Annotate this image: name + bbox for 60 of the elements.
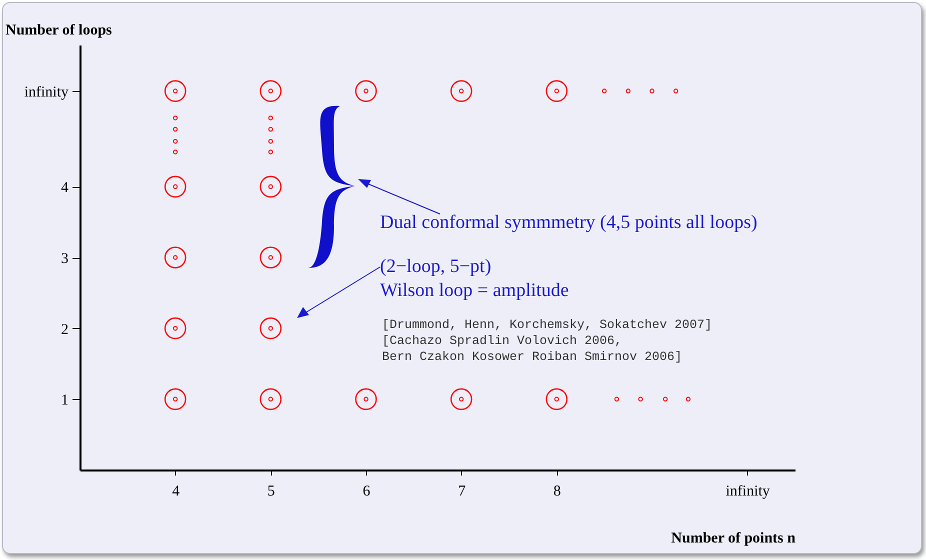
point (172, 396, 178, 402)
point (268, 138, 274, 144)
x-tick-label: 8 (553, 484, 561, 500)
x-tick-label: infinity (726, 484, 770, 500)
annotation: Dual conformal symmmetry (4,5 points all loops) (380, 212, 758, 233)
point (260, 80, 282, 102)
point (260, 176, 282, 198)
point (355, 388, 377, 410)
point (626, 88, 631, 94)
point (450, 388, 472, 410)
annotation: [Drummond, Henn, Korchemsky, Sokatchev 2007] [Cachazo Spradlin Volovich 2006, Bern Czakon Kosower Roiban Smirnov 2006] (382, 318, 712, 364)
point (650, 88, 654, 94)
x-tick-label: 4 (172, 484, 180, 500)
point (364, 396, 368, 402)
point (260, 246, 282, 268)
point (614, 396, 620, 402)
point (164, 80, 186, 102)
point (450, 80, 472, 102)
point (268, 88, 274, 94)
point (458, 396, 464, 402)
point (172, 150, 178, 154)
point (355, 80, 377, 102)
point (268, 126, 274, 132)
point (260, 388, 282, 410)
point (268, 150, 274, 154)
y-tick-label: 3 (61, 251, 68, 267)
y-tick-label: 1 (61, 392, 68, 409)
x-axis-title: Number of points n (671, 530, 796, 546)
y-tick-label: 2 (61, 322, 68, 338)
point (268, 255, 274, 260)
point (268, 116, 274, 120)
point (554, 396, 560, 402)
point (602, 88, 607, 94)
point (172, 88, 178, 94)
point (268, 184, 274, 190)
y-tick-label: infinity (24, 84, 69, 101)
point (638, 396, 643, 402)
point (546, 80, 568, 102)
y-axis-title: Number of loops (6, 22, 112, 38)
point (172, 116, 178, 120)
point (164, 388, 186, 410)
point (164, 176, 186, 198)
point (673, 88, 678, 94)
point (364, 88, 368, 94)
point (172, 184, 178, 190)
x-tick-label: 6 (362, 484, 371, 500)
point (546, 388, 568, 410)
point (662, 396, 668, 402)
x-tick-label: 5 (267, 484, 275, 500)
point (172, 138, 178, 144)
point (686, 396, 691, 402)
point (172, 126, 178, 132)
x-tick-label: 7 (458, 484, 466, 500)
point (172, 326, 178, 331)
point (458, 88, 464, 94)
point (268, 396, 274, 402)
y-tick-label: 4 (61, 180, 69, 196)
point (164, 317, 186, 340)
point (554, 88, 560, 94)
annotation: (2−loop, 5−pt) Wilson loop = amplitude (380, 256, 569, 301)
